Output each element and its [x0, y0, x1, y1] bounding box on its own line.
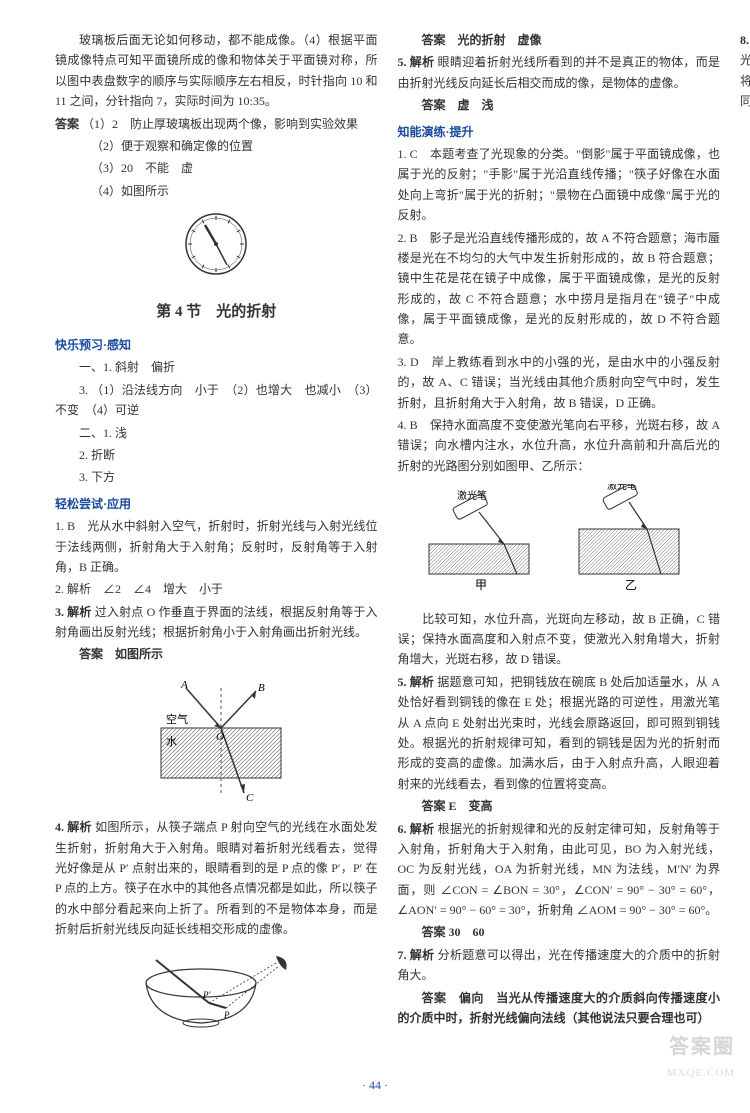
practice-q6-ans: 答案 30 60	[398, 922, 721, 942]
apply-q4: 4. 解析 如图所示，从筷子端点 P 射向空气的光线在水面处发生折射，折射角大于…	[55, 817, 378, 939]
svg-text:激光笔: 激光笔	[457, 489, 487, 502]
apply-q5: 5. 解析 眼睛迎着折射光线所看到的并不是真正的物体，而是由折射光线反向延长后相…	[398, 52, 721, 93]
svg-text:B: B	[258, 682, 265, 694]
clock-icon	[181, 209, 251, 279]
watermark-bottom: MXQE.COM	[667, 1064, 735, 1083]
svg-text:激光笔: 激光笔	[607, 484, 637, 492]
q5-text: 眼睛迎着折射光线所看到的并不是真正的物体，而是由折射光线反向延长后相交而成的像，…	[398, 55, 721, 89]
apply-q1: 1. B 光从水中斜射入空气，折射时，折射光线与入射光线位于法线两侧，折射角大于…	[55, 516, 378, 577]
q5r-label: 5. 解析	[398, 675, 435, 689]
watermark: 答案圈 MXQE.COM	[667, 1030, 735, 1083]
section-title: 第 4 节 光的折射	[55, 300, 378, 326]
practice-q6: 6. 解析 根据光的折射规律和光的反射定律可知，反射角等于入射角，折射角大于入射…	[398, 819, 721, 921]
refraction-diagram-icon: A B C O 空气 水	[136, 673, 296, 803]
svg-text:C: C	[246, 792, 254, 803]
q6-label: 6. 解析	[398, 822, 435, 836]
apply-q2: 2. 解析 ∠2 ∠4 增大 小于	[55, 579, 378, 599]
apply-q4-ans: 答案 光的折射 虚像	[398, 30, 721, 50]
svg-text:空气: 空气	[166, 712, 188, 726]
answer-1-text: （1）2 防止厚玻璃板出现两个像，影响到实验效果	[82, 117, 358, 131]
laser-diagram-icon: 激光笔 甲 激光笔 乙	[409, 484, 709, 594]
heading-practice: 知能演练·提升	[398, 122, 721, 142]
clock-figure	[55, 209, 378, 285]
practice-q7: 7. 解析 分析题意可以得出，光在传播速度大的介质中的折射角大。	[398, 945, 721, 986]
q7-text: 分析题意可以得出，光在传播速度大的介质中的折射角大。	[398, 948, 721, 982]
svg-text:乙: 乙	[625, 578, 637, 592]
practice-q5-ans: 答案 E 变高	[398, 796, 721, 816]
q3-text: 过入射点 O 作垂直于界面的法线，根据反射角等于入射角画出反射光线；根据折射角小…	[55, 605, 378, 639]
svg-text:水: 水	[166, 735, 177, 748]
page-number: · 44 ·	[362, 1075, 388, 1095]
practice-q8: 8. 解析 光从空气垂直入射到玻璃界面上，传播方向不变。当光从玻璃斜面射入空气中…	[740, 30, 750, 112]
heading-apply: 轻松尝试·应用	[55, 494, 378, 514]
q7-label: 7. 解析	[398, 948, 435, 962]
chopsticks-bowl-icon: P′ P	[131, 948, 301, 1033]
q8-label: 8. 解析	[740, 33, 750, 47]
apply-q5-ans: 答案 虚 浅	[398, 95, 721, 115]
q4-text: 如图所示，从筷子端点 P 射向空气的光线在水面处发生折射，折射角大于入射角。眼睛…	[55, 820, 378, 936]
answer-3: （3）20 不能 虚	[55, 158, 378, 178]
svg-text:甲: 甲	[475, 578, 487, 592]
practice-q5: 5. 解析 据题意可知，把铜钱放在碗底 B 处后加适量水，从 A 处恰好看到铜钱…	[398, 672, 721, 794]
refraction-figure-1: A B C O 空气 水	[55, 673, 378, 809]
answer-label: 答案	[55, 117, 79, 131]
practice-q8-ans: 答案 如图所示	[740, 114, 750, 134]
practice-q7-ans: 答案 偏向 当光从传播速度大的介质斜向传播速度小的介质中时，折射光线偏向法线（其…	[398, 988, 721, 1029]
svg-text:A: A	[180, 679, 188, 691]
heading-preview: 快乐预习·感知	[55, 335, 378, 355]
answer-4: （4）如图所示	[55, 181, 378, 201]
svg-text:P′: P′	[202, 990, 211, 1000]
q4-label: 4. 解析	[55, 820, 92, 834]
chopsticks-figure: P′ P	[55, 948, 378, 1039]
svg-text:O: O	[216, 731, 224, 743]
preview-l5: 3. 下方	[55, 467, 378, 487]
page-content: 玻璃板后面无论如何移动，都不能成像。（4）根据平面镜成像特点可知平面镜所成的像和…	[55, 30, 720, 1040]
laser-figures: 激光笔 甲 激光笔 乙	[398, 484, 721, 600]
apply-q3: 3. 解析 过入射点 O 作垂直于界面的法线，根据反射角等于入射角画出反射光线；…	[55, 602, 378, 643]
practice-q4: 4. B 保持水面高度不变使激光笔向右平移，光斑右移，故 A 错误；向水槽内注水…	[398, 415, 721, 476]
preview-l1: 一、1. 斜射 偏折	[55, 357, 378, 377]
watermark-top: 答案圈	[667, 1030, 735, 1064]
answer-1: 答案 （1）2 防止厚玻璃板出现两个像，影响到实验效果	[55, 114, 378, 134]
apply-q3-ans: 答案 如图所示	[55, 644, 378, 664]
preview-l4: 2. 折断	[55, 445, 378, 465]
practice-q3: 3. D 岸上教练看到水中的小强的光，是由水中的小强反射的，故 A、C 错误；当…	[398, 352, 721, 413]
preview-l3: 二、1. 浅	[55, 423, 378, 443]
q6-text: 根据光的折射规律和光的反射定律可知，反射角等于入射角，折射角大于入射角，由此可见…	[398, 822, 721, 918]
q5r-text: 据题意可知，把铜钱放在碗底 B 处后加适量水，从 A 处恰好看到铜钱的像在 E …	[398, 675, 721, 791]
svg-text:P: P	[223, 1010, 230, 1020]
q5-label: 5. 解析	[398, 55, 435, 69]
preview-l2: 3. （1）沿法线方向 小于 （2）也增大 也减小 （3）不变 （4）可逆	[55, 380, 378, 421]
practice-q1: 1. C 本题考查了光现象的分类。"倒影"属于平面镜成像，也属于光的反射；"手影…	[398, 144, 721, 226]
practice-q4-cont: 比较可知，水位升高，光斑向左移动，故 B 正确，C 错误；保持水面高度和入射点不…	[398, 609, 721, 670]
glass-block-figure	[740, 142, 750, 248]
top-paragraph: 玻璃板后面无论如何移动，都不能成像。（4）根据平面镜成像特点可知平面镜所成的像和…	[55, 30, 378, 112]
answer-2: （2）便于观察和确定像的位置	[55, 136, 378, 156]
practice-q2: 2. B 影子是光沿直线传播形成的，故 A 不符合题意；海市蜃楼是光在不均匀的大…	[398, 228, 721, 350]
q3-label: 3. 解析	[55, 605, 92, 619]
